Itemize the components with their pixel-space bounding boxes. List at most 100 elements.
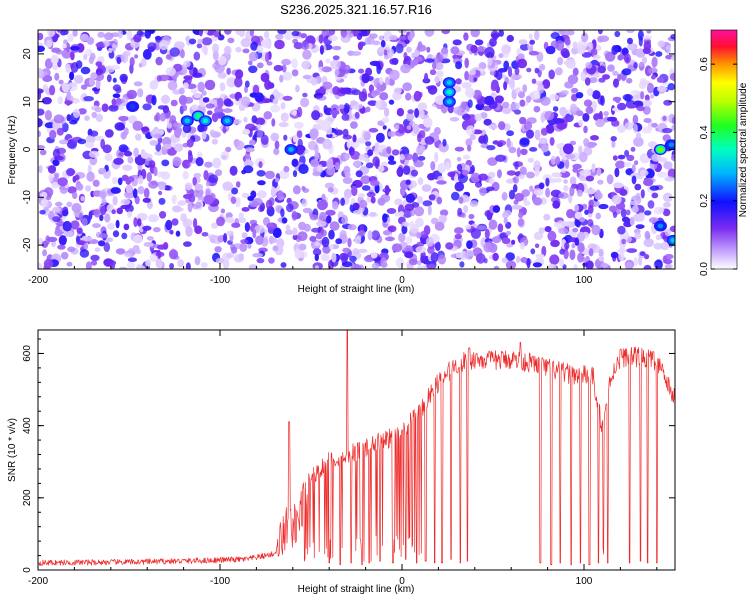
spectrogram-cell [664, 229, 671, 237]
spectrogram-cell [540, 112, 546, 123]
spectrogram-cell [653, 242, 663, 250]
spectrogram-cell [571, 46, 579, 55]
spectrogram-cell [469, 133, 476, 141]
spectrogram-cell [454, 173, 459, 183]
spectrogram-cell [110, 65, 121, 70]
spectrogram-cell [488, 124, 499, 130]
spectrogram-cell [314, 265, 319, 269]
spectrogram-cell [271, 237, 277, 244]
spectrogram-cell [95, 68, 103, 76]
spectrogram-cell [391, 243, 403, 253]
spectrogram-cell [113, 157, 124, 165]
spectrogram-cell [211, 222, 219, 229]
spectrogram-cell [574, 211, 583, 220]
spectrogram-cell [342, 247, 351, 253]
spectrogram-cell [365, 254, 372, 261]
spectrogram-cell [85, 185, 92, 192]
spectrogram-cell [293, 42, 304, 50]
spectrogram-cell [635, 132, 642, 140]
spectrogram-cell [578, 255, 585, 261]
spectrogram-cell [268, 257, 275, 264]
snr-spike-point [288, 421, 290, 423]
spectrogram-cell [389, 69, 400, 81]
spectrogram-cell [565, 153, 576, 159]
spectrogram-cell [40, 191, 48, 199]
spectrogram-cell [651, 74, 656, 80]
spectrogram-cell [83, 53, 88, 61]
spectrogram-cell [350, 151, 361, 160]
spectrogram-cell [395, 43, 404, 54]
spectrogram-cell [256, 170, 266, 177]
spectrogram-cell [534, 243, 540, 249]
spectrogram-cell [183, 241, 192, 247]
spectrogram-cell [218, 55, 227, 66]
spectrogram-cell [272, 98, 279, 105]
snr-dropout-point [639, 560, 642, 562]
spectrogram-cell [112, 195, 118, 206]
spectrogram-cell [459, 261, 465, 268]
spectrogram-cell [541, 144, 549, 153]
spectrogram-cell [540, 127, 548, 136]
spectrogram-cell [350, 121, 358, 129]
spectrogram-cell [653, 206, 665, 215]
spectrogram-cell [564, 38, 571, 46]
spectrogram-cell [516, 147, 521, 158]
spectrogram-cell [177, 259, 185, 268]
spectrogram-cell [424, 58, 435, 63]
spectrogram-cell [86, 134, 96, 144]
spectrogram-cell [553, 222, 559, 227]
spectrogram-cell [126, 30, 133, 41]
spectrogram-cell [184, 182, 193, 191]
spectrogram-cell [321, 236, 330, 248]
spectrogram-cell [156, 244, 168, 250]
y-tick-label: 200 [22, 489, 33, 506]
spectrogram-cell [235, 30, 245, 36]
spectrogram-cell [204, 161, 213, 168]
spectrogram-cell [94, 247, 101, 252]
spectrogram-cell [503, 81, 508, 91]
spectrogram-cell [78, 108, 87, 115]
spectrogram-cell [420, 255, 425, 264]
spectrogram-cell [533, 160, 541, 171]
spectrogram-cell [226, 67, 231, 75]
spectrogram-cell [148, 160, 156, 169]
spectrogram-cell [175, 127, 183, 134]
spectrogram-cell [292, 227, 298, 236]
spectrogram-cell [314, 151, 320, 161]
spectrogram-cell [49, 129, 57, 140]
spectrogram-cell [319, 121, 331, 132]
spectrogram-cell [371, 262, 380, 269]
spectrogram-cell [369, 60, 381, 66]
spectrogram-cell [624, 149, 630, 157]
spectrogram-cell [325, 58, 331, 64]
spectrogram-cell [643, 118, 652, 123]
spectrogram-cell [547, 263, 557, 269]
spectrogram-cell [72, 108, 80, 119]
spectrogram-cell [529, 90, 541, 101]
spectrogram-cell [248, 60, 253, 66]
spectrogram-cell [182, 171, 189, 180]
spectrogram-cell [474, 113, 483, 122]
spectrogram-cell [354, 236, 362, 245]
spectrogram-cell [436, 196, 443, 205]
spectrogram-cell [266, 61, 273, 66]
spectrogram-cell [271, 186, 276, 197]
spectrogram-cell [663, 202, 671, 208]
spectrogram-cell [316, 220, 327, 227]
hot-spot [668, 142, 675, 148]
spectrogram-cell [396, 108, 404, 117]
spectrogram-cell [127, 211, 133, 218]
spectrogram-cell [89, 130, 99, 137]
spectrogram-cell [518, 211, 524, 219]
hot-spot [202, 118, 209, 124]
spectrogram-cell [534, 129, 541, 141]
spectrogram-cell [142, 225, 152, 231]
spectrogram-cell [623, 53, 632, 64]
spectrogram-cell [257, 130, 264, 138]
spectrogram-cell [526, 171, 535, 179]
spectrogram-cell [629, 200, 638, 206]
spectrogram-cell [338, 104, 345, 109]
spectrogram-cell [570, 103, 578, 112]
spectrogram-cell [193, 218, 198, 229]
